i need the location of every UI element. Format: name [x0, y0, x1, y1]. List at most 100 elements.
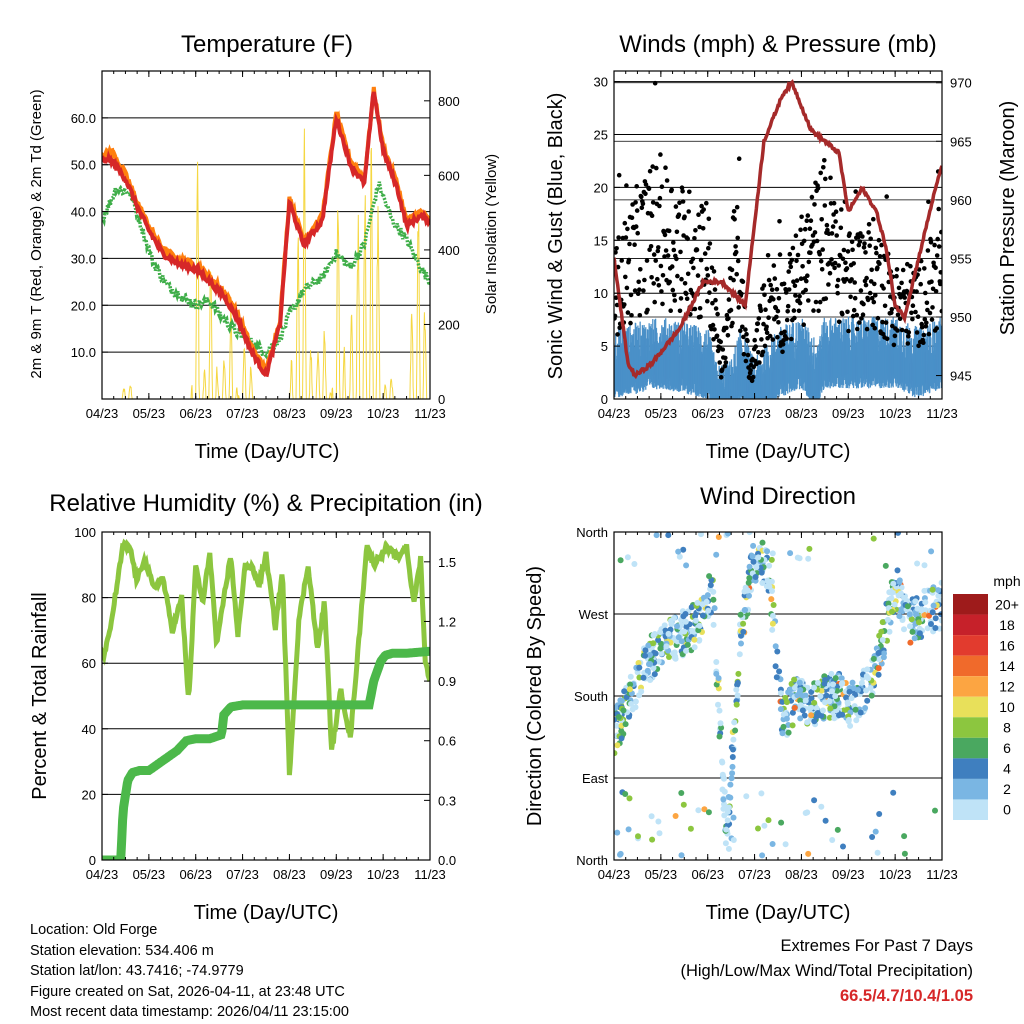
gust-point	[731, 209, 737, 214]
direction-point	[725, 845, 732, 852]
gust-point	[765, 253, 771, 258]
direction-point	[657, 645, 664, 652]
direction-point	[655, 637, 662, 643]
direction-point	[792, 684, 798, 691]
gust-point	[629, 313, 634, 318]
gust-point	[900, 267, 906, 273]
direction-point	[671, 654, 678, 661]
gust-point	[745, 352, 751, 358]
gust-point	[671, 240, 676, 245]
gust-point	[655, 276, 660, 282]
direction-point	[759, 539, 766, 546]
y-tick-label: 20	[82, 787, 96, 802]
direction-point	[710, 596, 717, 603]
gust-point	[934, 326, 939, 331]
y2-tick-label: 0	[438, 392, 445, 407]
direction-point	[687, 825, 694, 832]
direction-point	[785, 689, 792, 696]
gust-point	[815, 186, 821, 191]
gust-point	[918, 281, 923, 287]
gust-point	[843, 260, 848, 266]
gust-point	[627, 241, 632, 247]
direction-point	[909, 628, 916, 635]
gust-point	[715, 311, 720, 317]
gust-point	[797, 300, 803, 306]
direction-point	[627, 673, 634, 680]
gust-point	[711, 337, 716, 342]
direction-point	[811, 797, 818, 804]
direction-point	[839, 680, 846, 687]
gust-point	[736, 156, 742, 161]
direction-point	[863, 687, 870, 694]
direction-point	[876, 656, 883, 663]
gust-point	[787, 251, 793, 257]
gust-point	[712, 287, 718, 292]
y-tick-label: 60	[82, 656, 96, 671]
gust-point	[884, 194, 889, 199]
y-tick-label: 100	[74, 525, 96, 540]
direction-point	[759, 852, 766, 859]
direction-point	[869, 834, 876, 840]
gust-point	[629, 215, 635, 220]
direction-point	[840, 843, 846, 850]
x-tick-label: 11/23	[414, 867, 446, 882]
gust-point	[725, 333, 731, 338]
direction-point	[890, 789, 897, 796]
x-tick-label: 10/23	[367, 867, 400, 882]
gust-point	[633, 200, 638, 205]
direction-point	[692, 613, 699, 620]
gust-point	[647, 168, 653, 174]
direction-point	[874, 849, 881, 856]
y2-tick-label: 0.6	[438, 734, 456, 749]
gust-point	[796, 308, 802, 314]
gust-point	[784, 317, 790, 323]
gust-point	[685, 236, 690, 242]
gust-point	[753, 344, 758, 349]
direction-point	[876, 811, 883, 817]
gust-point	[775, 334, 780, 340]
gust-point	[669, 264, 675, 269]
gust-point	[895, 312, 901, 318]
direction-point	[870, 655, 877, 662]
gust-point	[832, 265, 837, 271]
direction-point	[731, 719, 738, 726]
gust-point	[734, 204, 740, 210]
gust-point	[760, 349, 766, 355]
plot-area	[102, 86, 430, 399]
gust-point	[868, 279, 874, 284]
gust-point	[764, 324, 769, 330]
y2-tick-label: 960	[950, 193, 972, 208]
direction-point	[901, 850, 908, 857]
direction-point	[710, 588, 717, 595]
direction-point	[734, 692, 741, 699]
gust-point	[816, 308, 821, 314]
direction-point	[776, 668, 783, 675]
y-tick-label: North	[576, 525, 608, 540]
direction-point	[617, 557, 624, 564]
gust-point	[939, 229, 942, 235]
gust-point	[869, 267, 874, 273]
direction-point	[891, 601, 898, 608]
gust-point	[802, 226, 808, 232]
gust-point	[625, 226, 630, 232]
gust-point	[804, 278, 809, 284]
direction-point	[766, 562, 773, 569]
gust-point	[625, 310, 631, 315]
direction-point	[657, 629, 664, 636]
gust-point	[823, 296, 829, 301]
direction-point	[932, 625, 939, 631]
direction-point	[935, 592, 942, 599]
gust-point	[658, 152, 663, 157]
gust-point	[692, 306, 698, 312]
direction-point	[791, 676, 798, 683]
direction-point	[768, 578, 775, 585]
gust-point	[697, 224, 702, 230]
gust-point	[628, 320, 633, 326]
gust-point	[845, 309, 850, 315]
gust-point	[877, 253, 883, 259]
gust-point	[730, 320, 735, 326]
direction-point	[650, 640, 657, 647]
direction-point	[658, 650, 665, 657]
gust-point	[788, 264, 794, 270]
gust-point	[774, 287, 780, 292]
